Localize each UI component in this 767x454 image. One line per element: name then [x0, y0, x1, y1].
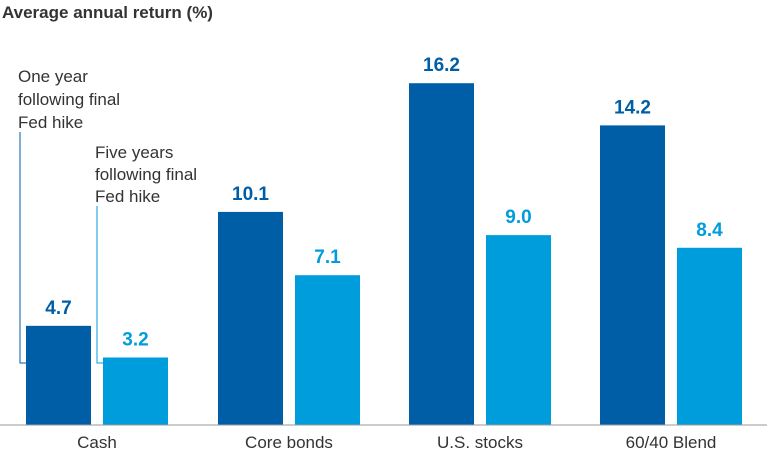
- chart-title: Average annual return (%): [2, 3, 213, 22]
- annotation-series-1-line-1: One year: [18, 67, 88, 86]
- bar-series-2-cash: [103, 357, 168, 425]
- annotation-series-2-line-1: Five years: [95, 143, 173, 162]
- category-label-cash: Cash: [77, 433, 117, 452]
- bar-series-1-60-40-blend: [600, 125, 665, 425]
- annotation-series-1: One year following final Fed hike: [18, 67, 120, 364]
- category-label-u-s-stocks: U.S. stocks: [437, 433, 523, 452]
- bar-series-1-core-bonds: [218, 211, 283, 425]
- data-label-series-1-core-bonds: 10.1: [232, 184, 269, 205]
- data-label-series-2-core-bonds: 7.1: [314, 247, 341, 268]
- category-labels: Cash Core bonds U.S. stocks 60/40 Blend: [77, 433, 716, 452]
- bar-series-2-core-bonds: [295, 275, 360, 425]
- annotation-series-2-line-2: following final: [95, 165, 197, 184]
- data-label-series-1-u-s-stocks: 16.2: [423, 55, 460, 76]
- bar-series-1-u-s-stocks: [409, 83, 474, 425]
- data-label-series-2-cash: 3.2: [122, 329, 148, 350]
- bar-series-2-60-40-blend: [677, 247, 742, 425]
- data-label-series-2-u-s-stocks: 9.0: [505, 207, 531, 228]
- category-label-60-40-blend: 60/40 Blend: [626, 433, 717, 452]
- data-label-series-1-cash: 4.7: [45, 298, 71, 319]
- bars-group: 4.7 3.2 10.1 7.1 16.2 9.0 14.2 8.4: [26, 55, 742, 425]
- data-label-series-2-60-40-blend: 8.4: [696, 220, 723, 241]
- annotation-series-2: Five years following final Fed hike: [95, 143, 197, 364]
- annotation-leader-line-2: [96, 206, 103, 364]
- annotation-series-2-line-3: Fed hike: [95, 187, 160, 206]
- data-label-series-1-60-40-blend: 14.2: [614, 97, 651, 118]
- annotation-leader-line-1: [19, 132, 26, 364]
- bar-series-1-cash: [26, 325, 91, 425]
- category-label-core-bonds: Core bonds: [245, 433, 333, 452]
- annotation-series-1-line-2: following final: [18, 90, 120, 109]
- annotation-series-1-line-3: Fed hike: [18, 113, 83, 132]
- bar-series-2-u-s-stocks: [486, 235, 551, 425]
